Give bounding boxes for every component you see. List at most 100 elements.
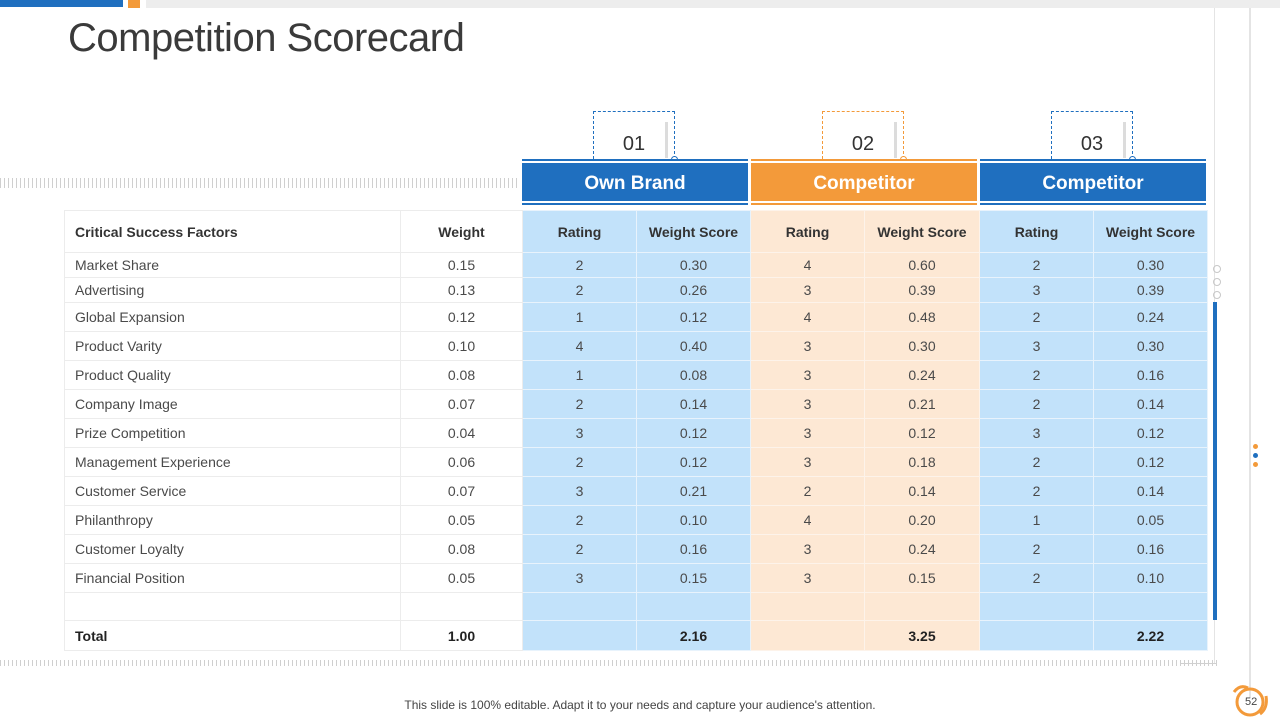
empty-cell — [522, 620, 637, 651]
rating-cell: 2 — [522, 277, 637, 303]
circle-dot-icon — [1213, 278, 1221, 286]
table-row: Prize Competition 0.04 3 0.12 3 0.12 3 0.12 — [64, 418, 1208, 448]
rating-cell: 2 — [522, 389, 637, 419]
empty-cell — [864, 592, 980, 621]
decorative-dashes-bottom — [0, 660, 1220, 666]
rating-cell: 2 — [979, 360, 1094, 390]
group-number: 01 — [622, 133, 646, 155]
rating-cell: 3 — [750, 563, 865, 593]
tab-stick-decoration — [1123, 122, 1126, 158]
weight-score-cell: 0.21 — [864, 389, 980, 419]
weight-cell: 0.10 — [400, 331, 523, 361]
rating-cell: 2 — [522, 534, 637, 564]
weight-score-cell: 0.12 — [636, 302, 751, 332]
empty-cell — [522, 592, 637, 621]
rating-cell: 2 — [522, 505, 637, 535]
weight-score-cell: 0.12 — [636, 447, 751, 477]
weight-score-cell: 0.14 — [864, 476, 980, 506]
rating-cell: 2 — [979, 302, 1094, 332]
weight-score-cell: 0.39 — [864, 277, 980, 303]
header-weight-score: Weight Score — [1093, 210, 1208, 253]
rating-cell: 3 — [750, 331, 865, 361]
group-header-own-brand: Own Brand — [522, 161, 748, 203]
bottom-connector-line — [1180, 663, 1217, 664]
brand-logo-icon — [1232, 685, 1268, 717]
table-row: Global Expansion 0.12 1 0.12 4 0.48 2 0.24 — [64, 302, 1208, 332]
rating-cell: 4 — [750, 302, 865, 332]
factor-cell: Management Experience — [64, 447, 401, 477]
table-row: Management Experience 0.06 2 0.12 3 0.18 2 0.12 — [64, 447, 1208, 477]
weight-score-cell: 0.30 — [864, 331, 980, 361]
factor-cell: Global Expansion — [64, 302, 401, 332]
rating-cell: 2 — [522, 447, 637, 477]
tab-stick-decoration — [894, 122, 897, 158]
weight-score-cell: 0.39 — [1093, 277, 1208, 303]
group-number-tab-2: 02 — [822, 111, 907, 163]
group-number-tab-3: 03 — [1051, 111, 1136, 163]
side-dot-icon — [1253, 444, 1258, 449]
weight-score-cell: 0.18 — [864, 447, 980, 477]
rating-cell: 2 — [979, 476, 1094, 506]
header-factor: Critical Success Factors — [64, 210, 401, 253]
header-weight-score: Weight Score — [864, 210, 980, 253]
weight-score-cell: 0.16 — [1093, 360, 1208, 390]
scorecard-table: Critical Success Factors Weight Rating W… — [64, 210, 1208, 651]
weight-score-cell: 0.16 — [636, 534, 751, 564]
factor-cell: Philanthropy — [64, 505, 401, 535]
group-number: 02 — [851, 133, 875, 155]
empty-cell — [400, 592, 523, 621]
header-weight-score: Weight Score — [636, 210, 751, 253]
rating-cell: 3 — [750, 534, 865, 564]
group-number: 03 — [1080, 133, 1104, 155]
empty-cell — [979, 620, 1094, 651]
rating-cell: 3 — [979, 331, 1094, 361]
table-row: Product Varity 0.10 4 0.40 3 0.30 3 0.30 — [64, 331, 1208, 361]
weight-score-cell: 0.15 — [864, 563, 980, 593]
total-weight: 1.00 — [400, 620, 523, 651]
group-number-tab-1: 01 — [593, 111, 678, 163]
table-row: Company Image 0.07 2 0.14 3 0.21 2 0.14 — [64, 389, 1208, 419]
rating-cell: 2 — [750, 476, 865, 506]
table-row: Product Quality 0.08 1 0.08 3 0.24 2 0.16 — [64, 360, 1208, 390]
rating-cell: 2 — [979, 563, 1094, 593]
factor-cell: Prize Competition — [64, 418, 401, 448]
weight-score-cell: 0.05 — [1093, 505, 1208, 535]
weight-score-cell: 0.60 — [864, 252, 980, 278]
rating-cell: 1 — [522, 360, 637, 390]
rating-cell: 3 — [979, 277, 1094, 303]
rating-cell: 1 — [979, 505, 1094, 535]
empty-cell — [750, 620, 865, 651]
weight-score-cell: 0.24 — [1093, 302, 1208, 332]
rating-cell: 3 — [750, 418, 865, 448]
factor-cell: Company Image — [64, 389, 401, 419]
rating-cell: 3 — [750, 447, 865, 477]
rating-cell: 4 — [750, 505, 865, 535]
factor-cell: Product Quality — [64, 360, 401, 390]
rating-cell: 3 — [750, 389, 865, 419]
header-rating: Rating — [979, 210, 1094, 253]
top-bar-blue — [0, 0, 123, 7]
footer-note: This slide is 100% editable. Adapt it to… — [404, 698, 876, 712]
weight-score-cell: 0.10 — [636, 505, 751, 535]
weight-cell: 0.06 — [400, 447, 523, 477]
factor-cell: Market Share — [64, 252, 401, 278]
empty-cell — [979, 592, 1094, 621]
group-header-competitor-2: Competitor — [980, 161, 1206, 203]
total-weight-score: 2.22 — [1093, 620, 1208, 651]
weight-cell: 0.08 — [400, 534, 523, 564]
factor-cell: Customer Service — [64, 476, 401, 506]
top-bar-orange — [128, 0, 140, 8]
weight-score-cell: 0.21 — [636, 476, 751, 506]
weight-score-cell: 0.12 — [1093, 447, 1208, 477]
weight-cell: 0.07 — [400, 389, 523, 419]
table-row: Philanthropy 0.05 2 0.10 4 0.20 1 0.05 — [64, 505, 1208, 535]
weight-cell: 0.04 — [400, 418, 523, 448]
weight-score-cell: 0.12 — [1093, 418, 1208, 448]
top-accent-bar — [0, 0, 1280, 9]
weight-cell: 0.05 — [400, 505, 523, 535]
weight-cell: 0.15 — [400, 252, 523, 278]
table-row: Financial Position 0.05 3 0.15 3 0.15 2 0.10 — [64, 563, 1208, 593]
weight-score-cell: 0.12 — [636, 418, 751, 448]
rating-cell: 3 — [522, 563, 637, 593]
rating-cell: 3 — [522, 476, 637, 506]
